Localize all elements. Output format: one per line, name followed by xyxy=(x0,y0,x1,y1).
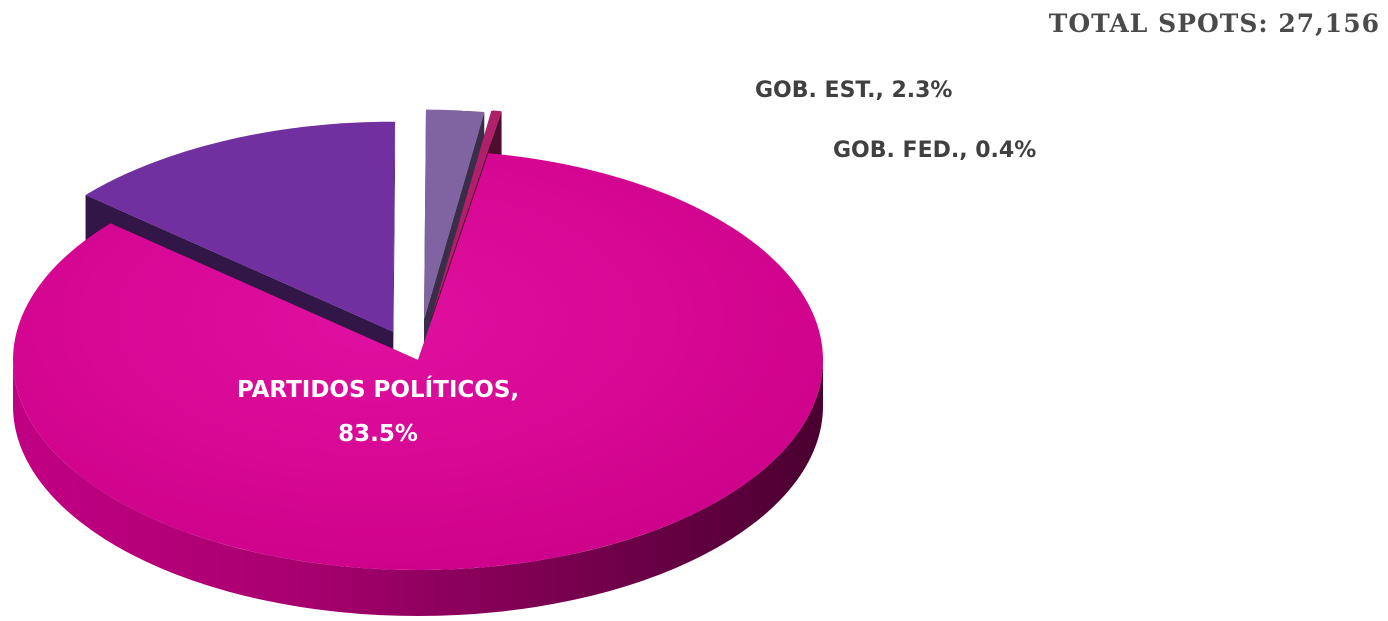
slices-layer xyxy=(13,109,824,616)
slice-top xyxy=(85,121,396,332)
slice-partidos-pol-ticos xyxy=(13,153,824,616)
labels-layer: TOTAL SPOTS: 27,156 PARTIDOS POLÍTICOS, … xyxy=(237,9,1380,447)
data-label-partidos-value: 83.5% xyxy=(338,421,418,447)
data-label-partidos-name: PARTIDOS POLÍTICOS, xyxy=(237,375,519,403)
data-label-gob-est: GOB. EST., 2.3% xyxy=(755,78,952,103)
slice-outer-wall xyxy=(13,360,823,616)
chart-title: TOTAL SPOTS: 27,156 xyxy=(1049,9,1380,38)
data-label-aut-elect-value: 13.8% xyxy=(501,132,581,158)
data-label-aut-elect-name: AUT. ELECT., xyxy=(462,91,619,117)
slice-side-wall xyxy=(393,121,396,378)
slice-top xyxy=(431,110,502,319)
slice-top xyxy=(13,153,824,570)
data-label-gob-fed: GOB. FED., 0.4% xyxy=(833,138,1036,163)
slice-top xyxy=(424,109,485,320)
